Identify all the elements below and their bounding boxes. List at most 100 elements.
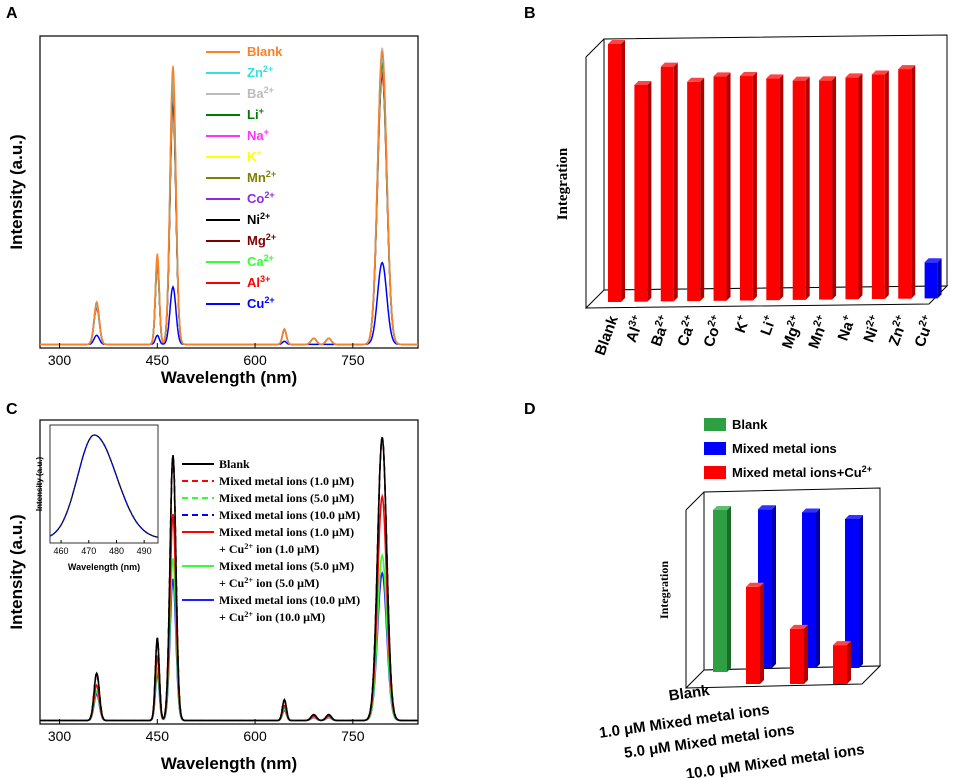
panel-label-d: D bbox=[524, 401, 536, 418]
category-label: Na+ bbox=[833, 313, 860, 343]
bar-cu bbox=[924, 262, 938, 299]
legend-entry: Mixed metal ions (10.0 μM) bbox=[219, 508, 360, 522]
bar-top bbox=[713, 72, 731, 77]
bar-top bbox=[833, 641, 851, 646]
inset-xticks: 460 470 480 490 bbox=[54, 540, 152, 556]
legend-entry: Mixed metal ions+Cu2+ bbox=[732, 464, 872, 480]
bar-mg bbox=[792, 80, 806, 300]
category-label: K+ bbox=[730, 313, 754, 335]
bar-top bbox=[766, 74, 784, 79]
legend-swatch bbox=[704, 466, 726, 479]
legend-entry: Mn2+ bbox=[247, 169, 276, 185]
panel-a-xticks: 300 450 600 750 bbox=[48, 343, 365, 368]
bar-side bbox=[700, 77, 705, 302]
bar-top bbox=[924, 258, 942, 263]
panel-d-ylabel: Integration bbox=[657, 561, 671, 619]
bar-top bbox=[746, 582, 764, 587]
bar-k bbox=[739, 76, 753, 301]
bar-blank bbox=[608, 44, 621, 302]
bar-top bbox=[739, 72, 757, 77]
inset-xlabel: Wavelength (nm) bbox=[68, 562, 140, 572]
legend-entry: K+ bbox=[247, 148, 262, 164]
bar-al bbox=[634, 84, 648, 302]
legend-swatch bbox=[704, 442, 726, 455]
category-label: Ni2+ bbox=[859, 313, 886, 345]
legend-entry: Mixed metal ions (10.0 μM) bbox=[219, 593, 360, 607]
bar-na bbox=[845, 77, 859, 300]
spectrum-line-ba bbox=[40, 47, 418, 346]
legend-entry: Mixed metal ions bbox=[732, 441, 837, 456]
x-tick-label: 750 bbox=[341, 352, 365, 368]
legend-entry: Mixed metal ions (1.0 μM) bbox=[219, 474, 354, 488]
x-tick-label: 450 bbox=[146, 728, 170, 744]
inset-curves bbox=[49, 434, 159, 538]
inset-frame bbox=[49, 424, 159, 544]
category-label: Co2+ bbox=[699, 313, 728, 350]
legend-entry: Ba2+ bbox=[247, 85, 274, 101]
category-label: Li+ bbox=[756, 313, 781, 338]
spectrum-line-blank bbox=[40, 50, 418, 346]
legend-entry-cont: + Cu2+ ion (1.0 μM) bbox=[219, 542, 319, 557]
x-tick-label: 600 bbox=[243, 352, 267, 368]
bar-top bbox=[713, 506, 731, 510]
bar-side bbox=[779, 74, 784, 301]
legend-entry: Cu2+ bbox=[247, 295, 275, 311]
bar-side bbox=[647, 80, 652, 302]
legend-swatch bbox=[704, 418, 726, 431]
bar-side bbox=[832, 76, 837, 300]
legend-entry: Blank bbox=[247, 44, 283, 59]
category-label: Blank bbox=[592, 313, 622, 358]
inset-tick-label: 470 bbox=[81, 546, 96, 556]
bar-ba bbox=[660, 66, 674, 302]
spectrum-line bbox=[40, 437, 418, 722]
legend-entry-cont: + Cu2+ ion (5.0 μM) bbox=[219, 576, 319, 591]
legend-entry: Mixed metal ions (5.0 μM) bbox=[219, 559, 354, 573]
inset-tick-label: 460 bbox=[54, 546, 69, 556]
panel-c-legend: Blank Mixed metal ions (1.0 μM) Mixed meta… bbox=[182, 457, 360, 624]
bar-side bbox=[673, 62, 678, 302]
floor-plane bbox=[684, 665, 882, 689]
legend-entry: Ca2+ bbox=[247, 253, 274, 269]
bar-ni bbox=[871, 74, 885, 299]
panel-a-ylabel: Intensity (a.u.) bbox=[7, 134, 26, 249]
panel-a-xlabel: Wavelength (nm) bbox=[161, 368, 297, 387]
legend-entry: Blank bbox=[219, 457, 250, 471]
bar-top bbox=[660, 62, 678, 67]
bar-side bbox=[847, 641, 851, 684]
panel-a-spectra-chart: 300 450 600 750 Blank Zn2+ Ba2+ Li+ Na+ K+ Mn2+ Co… bbox=[7, 35, 419, 387]
bar-ca bbox=[687, 81, 701, 302]
category-label: Ca2+ bbox=[672, 313, 701, 349]
category-label: Al3+ bbox=[621, 313, 648, 345]
bar-side bbox=[726, 72, 731, 301]
bar bbox=[746, 586, 760, 684]
inset-tick-label: 480 bbox=[109, 546, 124, 556]
panel-a-legend: Blank Zn2+ Ba2+ Li+ Na+ K+ Mn2+ Co2+ Ni2+ Mg2+ Ca2… bbox=[206, 44, 283, 311]
panel-d-legend: Blank Mixed metal ions Mixed metal ions+Cu… bbox=[704, 417, 872, 480]
panel-d-bars bbox=[713, 505, 863, 684]
panel-c-ylabel: Intensity (a.u.) bbox=[7, 514, 26, 629]
bar-top bbox=[871, 70, 889, 75]
panel-b-bars bbox=[608, 40, 942, 302]
bar-side bbox=[752, 72, 757, 301]
bar-zn bbox=[898, 69, 912, 299]
legend-entry: Na+ bbox=[247, 127, 269, 143]
panel-label-b: B bbox=[524, 5, 536, 22]
legend-entry: Zn2+ bbox=[247, 64, 273, 80]
legend-entry: Blank bbox=[732, 417, 768, 432]
category-label: Blank bbox=[668, 682, 711, 705]
category-label: Ba2+ bbox=[646, 313, 675, 349]
panel-c-curves bbox=[40, 437, 418, 722]
category-label: Zn2+ bbox=[884, 313, 912, 348]
x-tick-label: 600 bbox=[243, 728, 267, 744]
category-label: Cu2+ bbox=[910, 313, 939, 350]
x-tick-label: 300 bbox=[48, 352, 72, 368]
panel-label-a: A bbox=[6, 5, 18, 22]
legend-entry: Mixed metal ions (1.0 μM) bbox=[219, 525, 354, 539]
bar-side bbox=[804, 624, 808, 684]
panel-c-xlabel: Wavelength (nm) bbox=[161, 754, 297, 773]
bar-top bbox=[898, 65, 916, 70]
category-label: Mn2+ bbox=[803, 313, 832, 351]
bar bbox=[833, 645, 847, 684]
bar-mn bbox=[819, 80, 833, 300]
bar bbox=[845, 518, 859, 668]
